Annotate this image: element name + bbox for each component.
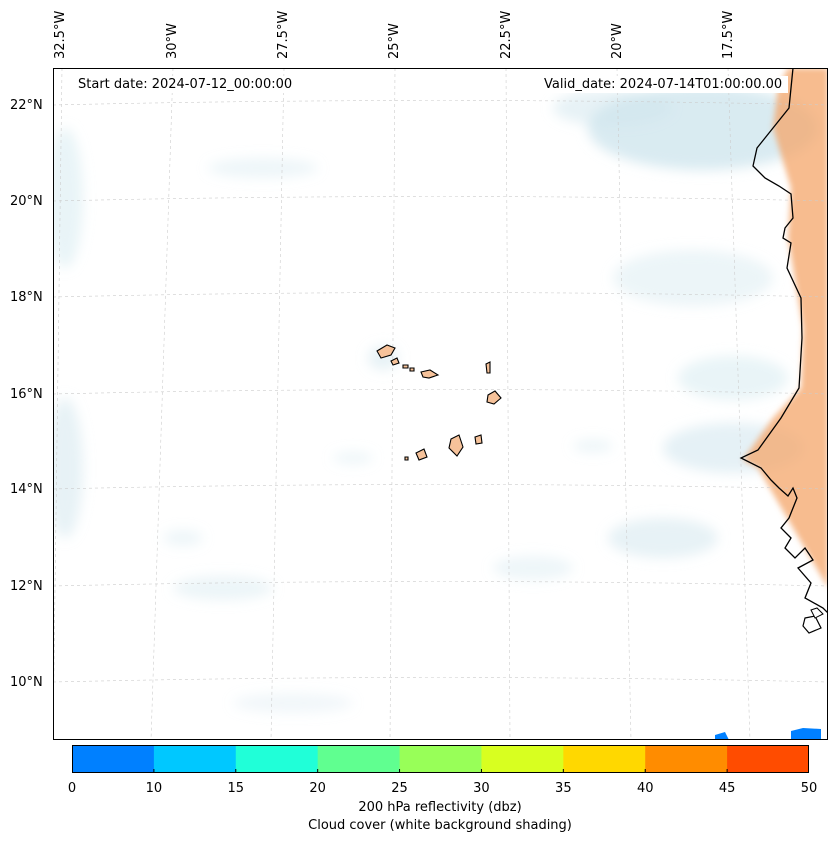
colorbar-tick-label: 25: [391, 781, 408, 796]
colorbar-tick-label: 35: [555, 781, 572, 796]
lat-label-16n: 16°N: [10, 387, 43, 402]
colorbar-tick-label: 45: [718, 781, 736, 796]
cape-verde-islands: [376, 344, 502, 461]
colorbar-segment: [645, 745, 728, 773]
colorbar-segment: [317, 745, 401, 773]
lon-label-32-5w: 32.5°W: [53, 10, 68, 59]
colorbar-segment: [563, 745, 646, 773]
colorbar-tick-label: 50: [800, 781, 818, 796]
lon-label-25w: 25°W: [387, 23, 402, 59]
valid-date-label: Valid_date: 2024-07-14T01:00:00.00: [538, 76, 789, 93]
colorbar-tick-label: 30: [473, 781, 490, 796]
lat-label-18n: 18°N: [10, 290, 43, 305]
colorbar-label-line1: 200 hPa reflectivity (dbz): [358, 800, 522, 815]
colorbar-segment: [153, 745, 237, 773]
colorbar-segment: [481, 745, 564, 773]
colorbar-tick-label: 15: [227, 781, 245, 796]
graticule: [53, 68, 828, 740]
start-date-label: Start date: 2024-07-12_00:00:00: [72, 76, 299, 93]
lon-label-27-5w: 27.5°W: [276, 10, 291, 59]
colorbar-segment: [399, 745, 482, 773]
lon-label-20w: 20°W: [610, 23, 625, 59]
colorbar-segment: [235, 745, 319, 773]
colorbar-segment: [72, 745, 155, 773]
africa-coastline: [739, 68, 828, 614]
lat-label-14n: 14°N: [10, 482, 43, 497]
colorbar-tick-label: 40: [636, 781, 654, 796]
lon-label-22-5w: 22.5°W: [499, 10, 514, 59]
lat-label-12n: 12°N: [10, 579, 43, 594]
land-cloud-shading: [743, 68, 828, 588]
lon-label-17-5w: 17.5°W: [721, 10, 736, 59]
bissagos-islands: [810, 607, 824, 619]
cloud-cover-shading: [53, 86, 818, 713]
colorbar-tick-label: 20: [309, 781, 326, 796]
colorbar-tick-label: 0: [67, 781, 77, 796]
lat-label-22n: 22°N: [10, 98, 43, 113]
lat-label-20n: 20°N: [10, 194, 43, 209]
lon-label-30w: 30°W: [165, 23, 180, 59]
colorbar-label-line2: Cloud cover (white background shading): [308, 818, 572, 833]
reflectivity-patches: [715, 728, 821, 740]
map-frame: [53, 68, 828, 740]
lat-label-10n: 10°N: [10, 675, 43, 690]
colorbar: [72, 745, 809, 773]
colorbar-segment: [727, 745, 809, 773]
map-background: [53, 68, 828, 740]
colorbar-tick-label: 10: [145, 781, 163, 796]
guinea-coast: [802, 615, 822, 634]
map-panel: [53, 68, 828, 740]
